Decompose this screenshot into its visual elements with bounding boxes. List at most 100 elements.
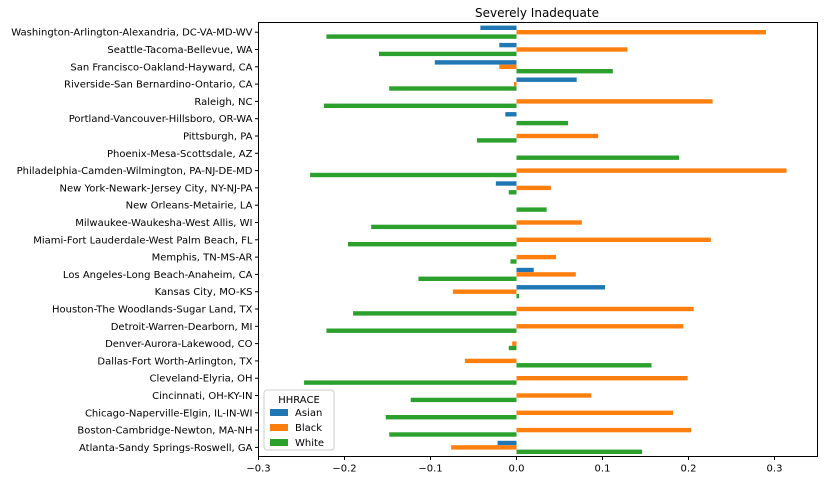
x-tick-label: 0.3: [767, 464, 783, 475]
bar-black: [516, 376, 688, 381]
bar-black: [513, 81, 517, 87]
legend-swatch-asian: [270, 409, 288, 416]
y-tick-label: Milwaukee-Waukesha-West Allis, WI: [75, 218, 252, 229]
x-tick-label: −0.3: [246, 464, 270, 475]
legend-label-asian: Asian: [295, 408, 322, 419]
y-tick-label: Houston-The Woodlands-Sugar Land, TX: [52, 305, 253, 316]
y-tick-label: Phoenix-Mesa-Scottsdale, AZ: [107, 149, 253, 160]
x-tick-label: −0.1: [418, 464, 442, 475]
bar-asian: [499, 42, 517, 48]
bar-black: [516, 427, 692, 433]
bar-white: [378, 51, 517, 57]
x-tick-label: 0.0: [509, 464, 525, 475]
bar-black: [512, 341, 517, 346]
bar-white: [347, 242, 517, 247]
legend-swatch-white: [270, 439, 288, 446]
x-tick-label: 0.1: [595, 464, 611, 475]
bar-black: [516, 133, 599, 139]
bar-white: [304, 380, 517, 385]
bar-white: [371, 224, 517, 230]
bar-white: [508, 190, 517, 195]
legend-label-black: Black: [295, 423, 322, 434]
y-tick-label: Detroit-Warren-Dearborn, MI: [111, 322, 253, 333]
y-tick-label: Raleigh, NC: [194, 97, 252, 108]
y-tick-label: Chicago-Naperville-Elgin, IL-IN-WI: [85, 408, 253, 419]
y-tick-label: Boston-Cambridge-Newton, MA-NH: [77, 426, 252, 437]
bar-white: [516, 363, 652, 368]
bar-white: [323, 103, 517, 108]
legend-title: HHRACE: [278, 395, 320, 406]
bar-black: [516, 306, 694, 312]
bar-black: [516, 254, 557, 260]
bar-asian: [480, 25, 517, 30]
legend-label-white: White: [295, 438, 324, 449]
y-tick-label: Seattle-Tacoma-Bellevue, WA: [107, 45, 252, 56]
bar-white: [353, 311, 517, 316]
plot-frame: [258, 22, 818, 457]
bar-white: [516, 69, 613, 74]
bar-white: [410, 397, 517, 403]
x-tick-label: −0.2: [332, 464, 356, 475]
y-tick-label: San Francisco-Oakland-Hayward, CA: [70, 62, 252, 73]
bar-black: [516, 220, 582, 225]
bar-black: [516, 410, 674, 415]
bar-black: [516, 272, 576, 277]
legend-swatch-black: [270, 424, 288, 431]
bar-white: [516, 293, 520, 299]
y-tick-label: Dallas-Fort Worth-Arlington, TX: [97, 356, 252, 367]
bar-black: [516, 393, 592, 398]
bar-asian: [516, 285, 606, 290]
y-tick-label: Pittsburgh, PA: [183, 132, 253, 143]
y-tick-label: New Orleans-Metairie, LA: [126, 201, 253, 212]
y-tick-label: Memphis, TN-MS-AR: [152, 253, 253, 264]
y-tick-label: Denver-Aurora-Lakewood, CO: [105, 339, 253, 350]
bar-asian: [505, 112, 517, 117]
bar-white: [516, 207, 547, 212]
y-tick-label: Riverside-San Bernardino-Ontario, CA: [64, 80, 253, 91]
bar-white: [326, 34, 517, 39]
bar-black: [516, 99, 713, 104]
y-tick-label: Philadelphia-Camden-Wilmington, PA-NJ-DE…: [17, 166, 253, 177]
y-tick-label: Kansas City, MO-KS: [155, 287, 253, 298]
bar-black: [516, 47, 628, 52]
bar-black: [516, 237, 711, 242]
bar-black: [516, 30, 766, 35]
x-tick-label: 0.2: [681, 464, 697, 475]
bar-asian: [516, 77, 577, 82]
bar-black: [516, 324, 684, 329]
bar-white: [476, 138, 517, 143]
bar-black: [452, 289, 517, 294]
bar-white: [516, 155, 680, 160]
x-axis-ticks: −0.3 −0.2 −0.1 0.0 0.1 0.2 0.3: [246, 456, 783, 475]
y-tick-label: Los Angeles-Long Beach-Anaheim, CA: [63, 270, 253, 281]
legend-box: [263, 389, 335, 451]
bar-black: [516, 168, 787, 173]
y-tick-label: Washington-Arlington-Alexandria, DC-VA-M…: [11, 28, 252, 39]
bar-white: [516, 120, 569, 126]
bar-white: [516, 449, 643, 454]
bar-white: [389, 86, 517, 91]
bar-asian: [516, 267, 534, 273]
bar-asian: [497, 440, 517, 446]
bar-black: [464, 358, 517, 364]
y-tick-label: Cleveland-Elyria, OH: [150, 374, 253, 385]
y-tick-label: Miami-Fort Lauderdale-West Palm Beach, F…: [33, 235, 253, 246]
chart-title: Severely Inadequate: [475, 6, 599, 20]
y-tick-label: Atlanta-Sandy Springs-Roswell, GA: [79, 443, 253, 454]
y-tick-label: Cincinnati, OH-KY-IN: [152, 391, 252, 402]
bar-asian: [495, 181, 517, 186]
bar-black: [516, 185, 551, 191]
bar-white: [310, 172, 517, 178]
bar-white: [385, 415, 517, 420]
bar-white: [418, 276, 517, 281]
y-tick-label: New York-Newark-Jersey City, NY-NJ-PA: [60, 183, 253, 194]
bar-white: [389, 432, 517, 437]
bar-white: [508, 345, 517, 351]
y-axis-ticks: Atlanta-Sandy Springs-Roswell, GA Boston-…: [11, 28, 259, 454]
bar-black: [499, 64, 517, 69]
bar-black: [451, 445, 517, 450]
legend: HHRACE Asian Black White: [263, 389, 335, 451]
bar-white: [326, 328, 517, 333]
bars-group: [304, 25, 787, 454]
